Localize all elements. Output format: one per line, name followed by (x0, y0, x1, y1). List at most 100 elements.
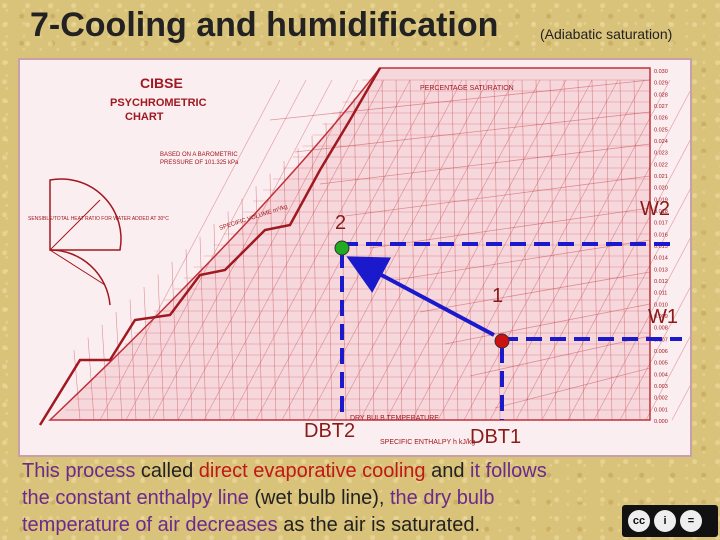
gridline (521, 79, 529, 421)
gridline (319, 143, 651, 185)
gridline (419, 271, 651, 313)
gridline (411, 79, 593, 421)
state-point-2 (334, 240, 350, 256)
gridline (157, 274, 165, 421)
moisture-tick-label: 0.015 (654, 244, 668, 250)
gridline (605, 79, 613, 421)
slide-subtitle: (Adiabatic saturation) (540, 26, 673, 42)
gridline (101, 324, 109, 421)
gridline (297, 148, 305, 421)
moisture-tick-label: 0.030 (654, 69, 668, 75)
moisture-tick-label: 0.003 (654, 384, 668, 390)
moisture-tick-label: 0.012 (654, 279, 668, 285)
moisture-tick-label: 0.023 (654, 151, 668, 157)
w1-label: W1 (648, 306, 678, 328)
gridline (255, 186, 263, 421)
gridline (619, 79, 627, 421)
gridline (423, 79, 431, 421)
protractor (49, 178, 122, 306)
gridline (493, 79, 501, 421)
moisture-tick-label: 0.016 (654, 232, 668, 238)
gridline (437, 79, 619, 421)
gridline (269, 173, 277, 421)
moisture-tick-label: 0.001 (654, 407, 668, 413)
moisture-tick-label: 0.005 (654, 361, 668, 367)
gridline (143, 286, 151, 421)
moisture-tick-label: 0.021 (654, 174, 668, 180)
moisture-tick-label: 0.004 (654, 372, 668, 378)
moisture-tick-label: 0.002 (654, 396, 668, 402)
gridline (185, 249, 193, 421)
gridline (151, 79, 333, 421)
process-arrow (346, 256, 495, 337)
gridline (125, 79, 307, 421)
gridline (451, 79, 459, 421)
saturation-curve (38, 67, 382, 426)
gridline (73, 349, 81, 421)
moisture-tick-label: 0.009 (654, 314, 668, 320)
cc-license-badge[interactable]: cc i = (622, 505, 718, 537)
gridline (213, 223, 221, 421)
gridline (469, 335, 651, 377)
chart-name-line2: CHART (125, 111, 164, 123)
protractor-label: SENSIBLE/TOTAL HEAT RATIO FOR WATER ADDE… (28, 216, 169, 222)
gridline (199, 236, 207, 421)
gridline (241, 198, 249, 421)
gridline (494, 367, 651, 409)
gridline (463, 79, 645, 421)
slide-title: 7-Cooling and humidification (30, 6, 499, 44)
caption-part7: (wet bulb line), (248, 487, 390, 509)
chart-bottom-label: DRY BULB TEMPERATURE (350, 415, 439, 422)
gridline (437, 79, 445, 421)
dbt1-label: DBT1 (470, 426, 522, 448)
moisture-tick-label: 0.014 (654, 256, 668, 262)
gridline (115, 312, 123, 421)
gridline (294, 111, 651, 153)
gridline (593, 237, 690, 421)
chart-name-line1: PSYCHROMETRIC (110, 97, 207, 109)
gridline (395, 79, 403, 421)
attribution-icon: i (654, 510, 676, 532)
caption-part1: This process (22, 460, 136, 482)
gridline (381, 79, 389, 421)
chart-bottom-label2: SPECIFIC ENTHALPY h kJ/kg (380, 439, 475, 446)
gridline (444, 303, 651, 345)
gridline (409, 79, 417, 421)
gridline (541, 139, 690, 421)
gridline (567, 188, 690, 421)
gridline (563, 79, 571, 421)
state-point-1 (494, 333, 510, 349)
gridline (515, 90, 690, 421)
gridline (269, 79, 651, 121)
caption-part9: temperature of air decreases (22, 514, 278, 536)
gridline (281, 79, 463, 421)
moisture-tick-label: 0.000 (654, 419, 668, 425)
chart-gridlines (65, 79, 690, 421)
gridline (385, 79, 567, 421)
caption-part10: as the air is saturated. (277, 514, 481, 536)
caption-part6: the constant enthalpy line (22, 487, 249, 509)
gridline (591, 79, 599, 421)
gridline (87, 337, 95, 421)
gridline (619, 287, 690, 421)
moisture-tick-label: 0.027 (654, 104, 668, 110)
moisture-tick-label: 0.013 (654, 267, 668, 273)
moisture-tick-label: 0.017 (654, 221, 668, 227)
caption-part4: and (425, 460, 471, 482)
moisture-tick-label: 0.022 (654, 162, 668, 168)
caption-part3: direct evaporative cooling (198, 460, 426, 482)
gridline (359, 79, 541, 421)
gridline (577, 79, 585, 421)
chart-brand: CIBSE (140, 75, 183, 91)
gridline (369, 207, 651, 249)
gridline (307, 79, 489, 421)
gridline (229, 79, 411, 421)
gridline (203, 79, 385, 421)
gridline (633, 79, 641, 421)
caption-part2: called (135, 460, 199, 482)
moisture-tick-label: 0.024 (654, 139, 668, 145)
state1-label: 1 (492, 285, 504, 307)
gridline (333, 79, 515, 421)
w2-label: W2 (640, 198, 670, 220)
